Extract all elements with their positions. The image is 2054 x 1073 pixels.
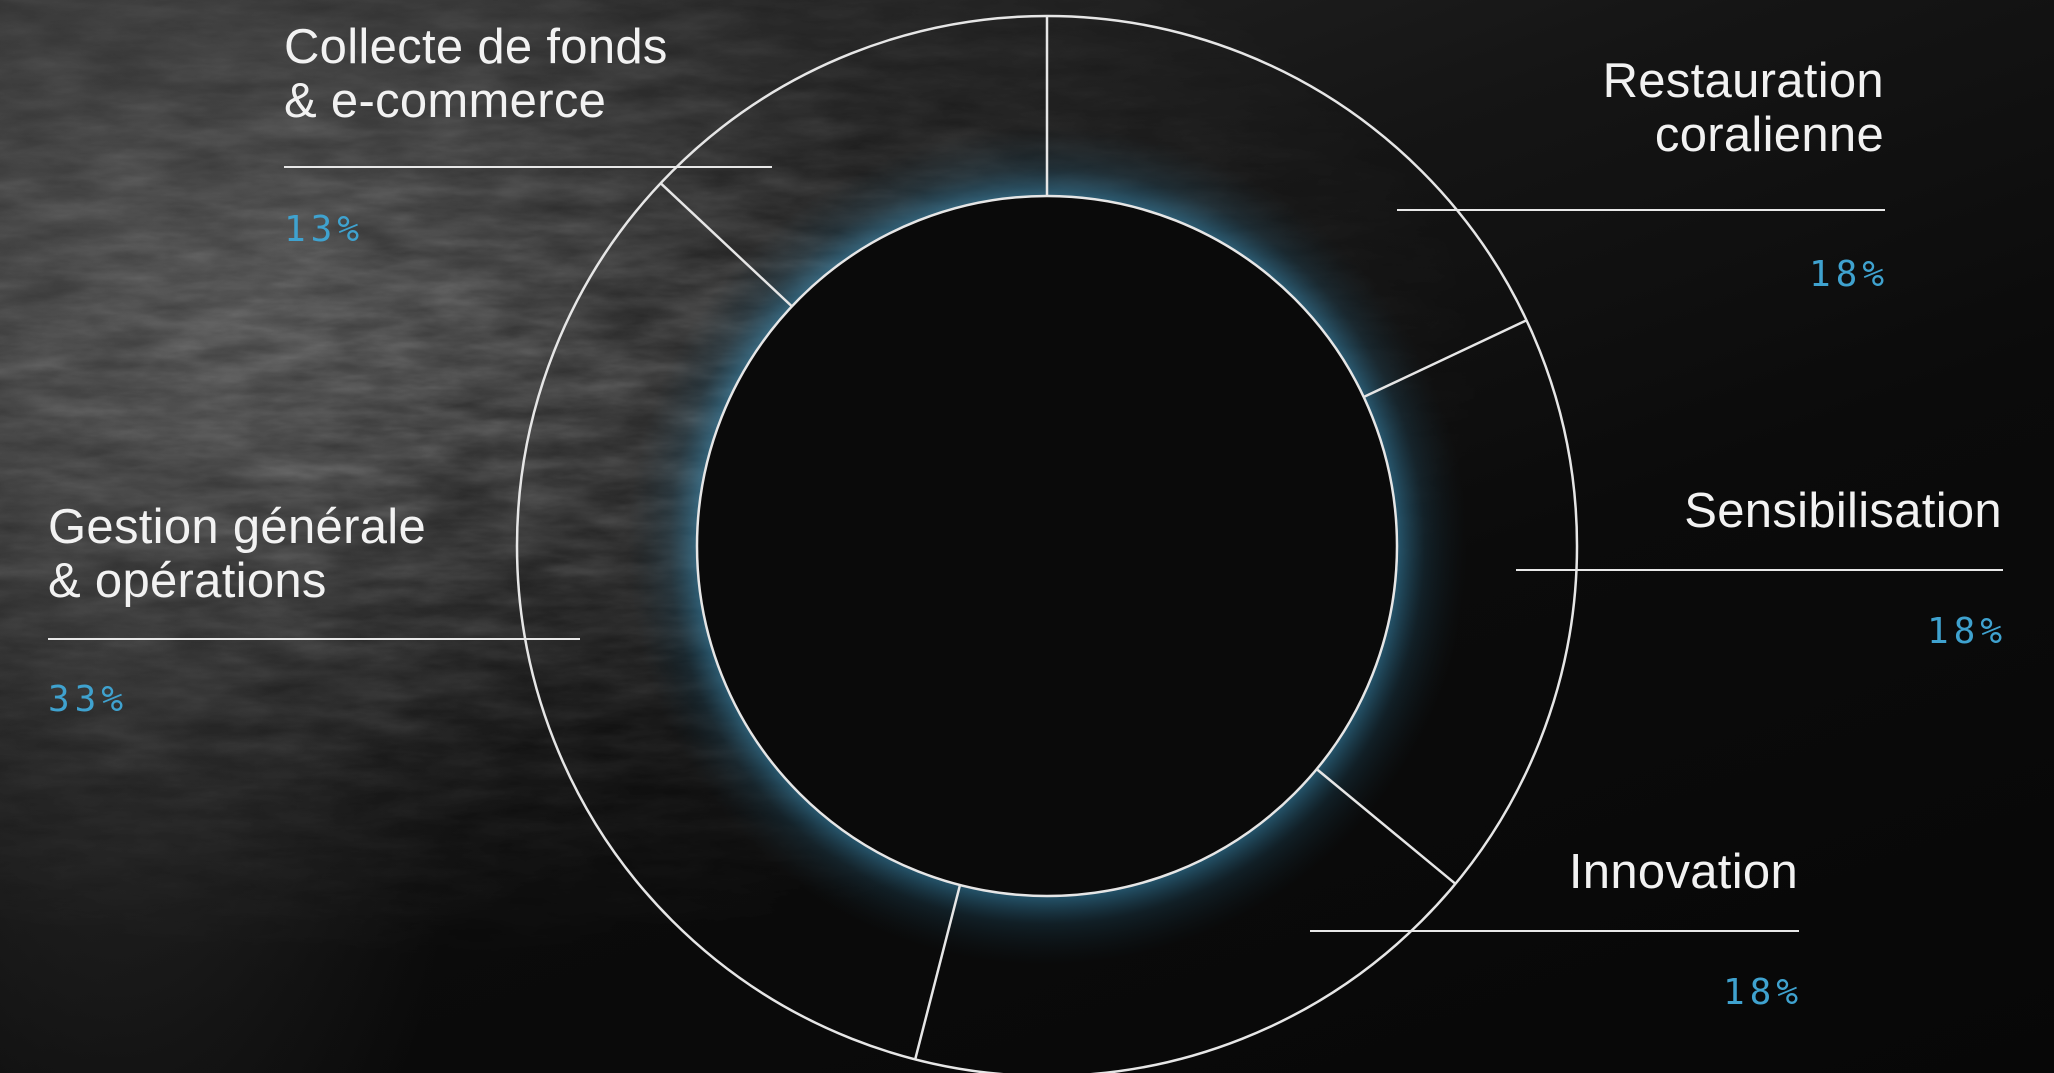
label-innovation: Innovation (1568, 845, 1798, 899)
rule-sensibilisation (1516, 569, 2003, 571)
slice-divider-3 (1315, 768, 1457, 885)
slice-dividers (659, 16, 1528, 1060)
label-collecte-de-fonds-e-commerce: Collecte de fonds & e-commerce (284, 20, 668, 128)
rule-gestion-generale-operations (48, 638, 580, 640)
rule-restauration-coralienne (1397, 209, 1885, 211)
pct-sensibilisation: 18% (1926, 611, 2007, 652)
label-sensibilisation: Sensibilisation (1684, 484, 2002, 538)
slice-divider-2 (1363, 319, 1528, 399)
slice-divider-4 (913, 884, 962, 1060)
pct-restauration-coralienne: 18% (1808, 254, 1889, 295)
rule-collecte-de-fonds-e-commerce (284, 166, 772, 168)
slice-divider-5 (659, 182, 793, 308)
pct-innovation: 18% (1722, 972, 1803, 1013)
label-restauration-coralienne: Restauration coralienne (1602, 54, 1884, 162)
pct-gestion-generale-operations: 33% (48, 679, 129, 720)
label-gestion-generale-operations: Gestion générale & opérations (48, 500, 426, 608)
inner-ring (695, 194, 1399, 898)
pct-collecte-de-fonds-e-commerce: 13% (284, 209, 365, 250)
rule-innovation (1310, 930, 1799, 932)
